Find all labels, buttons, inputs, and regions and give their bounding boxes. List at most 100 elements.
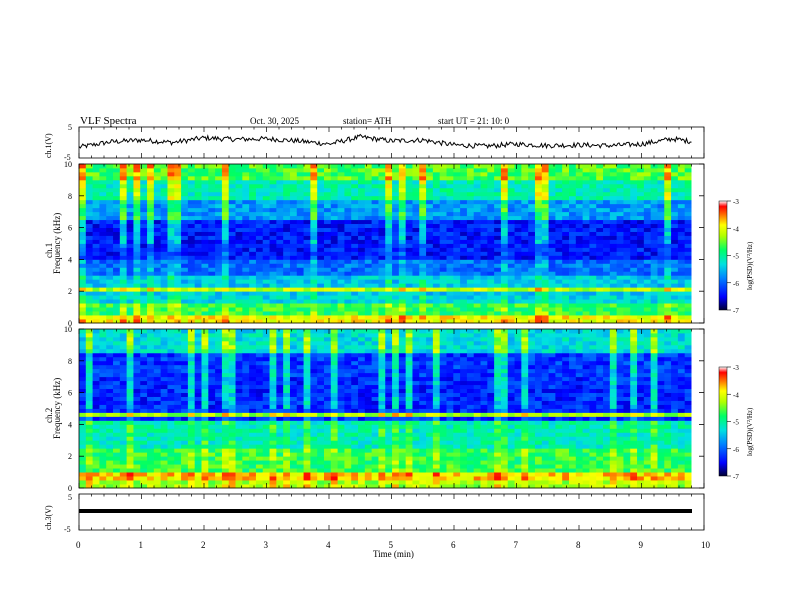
spectrogram-cell <box>194 175 202 181</box>
spectrogram-cell <box>677 255 686 260</box>
spectrogram-cell <box>677 243 686 248</box>
spectrogram-cell <box>269 191 277 197</box>
spectrogram-cell <box>412 235 420 240</box>
spectrogram-cell <box>174 215 182 221</box>
spectrogram-cell <box>521 299 529 304</box>
spectrogram-cell <box>609 303 618 308</box>
spectrogram-cell <box>507 287 515 292</box>
spectrogram-cell <box>480 227 488 232</box>
spectrogram-cell <box>249 412 257 417</box>
spectrogram-cell <box>99 191 107 197</box>
spectrogram-cell <box>289 376 298 382</box>
spectrogram-cell <box>249 231 257 236</box>
spectrogram-cell <box>167 448 175 453</box>
spectrogram-cell <box>650 223 658 229</box>
spectrogram-cell <box>378 303 386 308</box>
spectrogram-cell <box>310 287 318 292</box>
spectrogram-cell <box>657 283 665 288</box>
spectrogram-cell <box>514 207 522 213</box>
spectrogram-cell <box>514 319 522 324</box>
spectrogram-cell <box>174 191 182 197</box>
spectrogram-cell <box>643 311 652 316</box>
spectrogram-cell <box>126 243 134 248</box>
spectrogram-cell <box>208 191 216 197</box>
spectrogram-cell <box>405 183 413 189</box>
spectrogram-cell <box>487 267 495 272</box>
spectrogram-cell <box>269 303 277 308</box>
spectrogram-cell <box>119 223 128 229</box>
spectrogram-cell <box>548 311 556 316</box>
spectrogram-cell <box>228 444 236 449</box>
spectrogram-cell <box>419 191 427 197</box>
spectrogram-cell <box>228 460 236 465</box>
spectrogram-cell <box>235 400 243 405</box>
spectrogram-cell <box>466 319 475 324</box>
spectrogram-cell <box>79 315 87 320</box>
spectrogram-cell <box>249 468 257 473</box>
spectrogram-cell <box>596 231 604 236</box>
spectrogram-cell <box>221 203 230 209</box>
spectrogram-cell <box>289 203 298 209</box>
spectrogram-cell <box>133 175 141 181</box>
spectrogram-cell <box>589 199 597 205</box>
spectrogram-cell <box>147 356 155 362</box>
spectrogram-cell <box>677 247 686 252</box>
spectrogram-cell <box>249 352 257 358</box>
spectrogram-cell <box>79 187 87 193</box>
spectrogram-cell <box>119 416 128 421</box>
spectrogram-cell <box>555 175 563 181</box>
spectrogram-cell <box>140 436 148 441</box>
spectrogram-cell <box>637 199 645 205</box>
spectrogram-cell <box>507 311 515 316</box>
spectrogram-cell <box>201 360 209 366</box>
spectrogram-cell <box>351 207 359 213</box>
spectrogram-cell <box>99 263 107 268</box>
spectrogram-cell <box>419 195 427 201</box>
spectrogram-cell <box>208 187 216 193</box>
spectrogram-cell <box>174 235 182 240</box>
spectrogram-cell <box>466 191 475 197</box>
spectrogram-cell <box>609 231 618 236</box>
spectrogram-cell <box>228 420 236 425</box>
spectrogram-cell <box>133 247 141 252</box>
spectrogram-cell <box>439 279 447 284</box>
spectrogram-cell <box>392 243 400 248</box>
spectrogram-cell <box>609 171 618 177</box>
spectrogram-cell <box>426 191 434 197</box>
spectrogram-cell <box>521 167 529 173</box>
spectrogram-cell <box>208 239 216 244</box>
spectrogram-cell <box>392 247 400 252</box>
spectrogram-cell <box>174 271 182 276</box>
spectrogram-cell <box>235 444 243 449</box>
spectrogram-cell <box>187 211 196 217</box>
spectrogram-cell <box>426 247 434 252</box>
spectrogram-cell <box>344 203 352 209</box>
spectrogram-cell <box>201 444 209 449</box>
spectrogram-cell <box>255 199 264 205</box>
spectrogram-cell <box>398 267 407 272</box>
spectrogram-cell <box>140 468 148 473</box>
spectrogram-cell <box>147 448 155 453</box>
spectrogram-cell <box>364 319 373 324</box>
spectrogram-cell <box>487 243 495 248</box>
spectrogram-cell <box>194 440 202 445</box>
spectrogram-cell <box>351 211 359 217</box>
spectrogram-cell <box>534 267 543 272</box>
spectrogram-cell <box>562 199 570 205</box>
spectrogram-cell <box>432 215 441 221</box>
spectrogram-cell <box>133 211 141 217</box>
spectrogram-cell <box>337 303 345 308</box>
spectrogram-cell <box>351 251 359 256</box>
spectrogram-cell <box>562 295 570 300</box>
spectrogram-cell <box>140 464 148 469</box>
spectrogram-cell <box>106 332 114 338</box>
spectrogram-cell <box>344 231 352 236</box>
spectrogram-cell <box>201 440 209 445</box>
spectrogram-cell <box>283 480 291 485</box>
spectrogram-cell <box>521 243 529 248</box>
spectrogram-cell <box>126 167 134 173</box>
spectrogram-cell <box>589 291 597 296</box>
spectrogram-cell <box>140 287 148 292</box>
spectrogram-cell <box>310 291 318 296</box>
spectrogram-cell <box>623 223 631 229</box>
